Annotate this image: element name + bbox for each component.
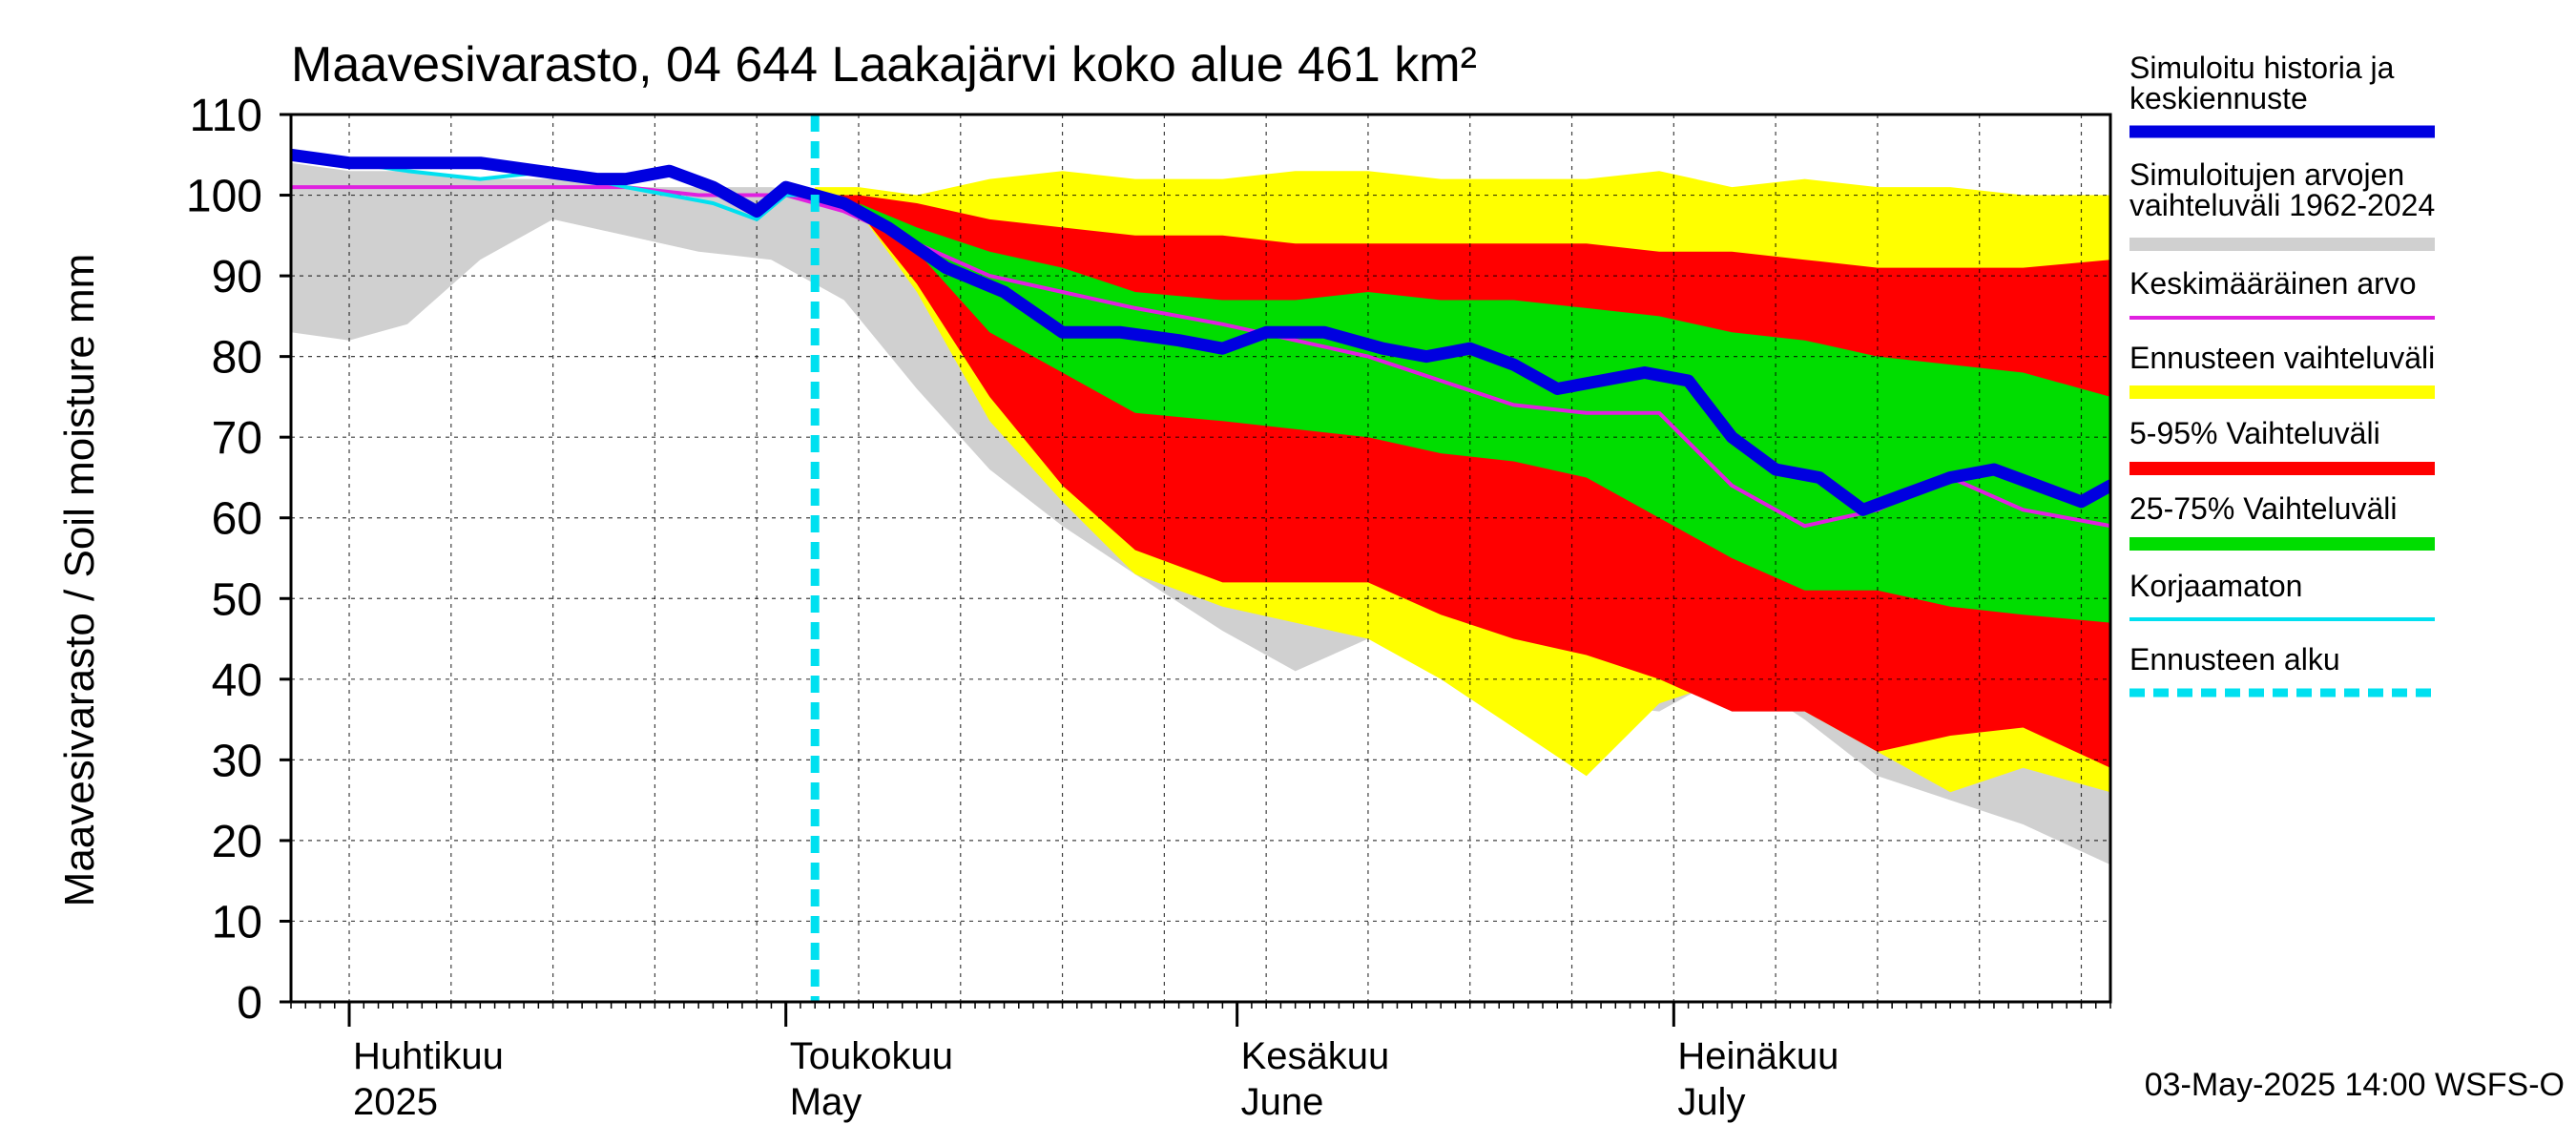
y-tick-label: 110 <box>189 91 262 141</box>
y-tick-label: 70 <box>212 413 262 464</box>
y-axis-label: Maavesivarasto / Soil moisture mm <box>56 254 103 907</box>
y-tick-label: 80 <box>212 333 262 384</box>
legend-label-line: Ennusteen vaihteluväli <box>2129 341 2435 375</box>
y-axis-ticks: 0 10 20 30 40 50 60 70 80 90 100 110 <box>186 91 291 1029</box>
legend-label-line: keskiennuste <box>2129 81 2308 115</box>
y-tick-label: 30 <box>212 736 262 786</box>
history-forecast-line <box>291 148 2110 516</box>
y-tick-label: 100 <box>186 172 262 222</box>
x-month-sublabel: June <box>1241 1081 1324 1123</box>
legend-label-line: Simuloitu historia ja <box>2129 51 2395 85</box>
plot-area <box>289 113 2112 1004</box>
y-tick-label: 90 <box>212 252 262 302</box>
legend-label-line: Keskimääräinen arvo <box>2129 266 2417 301</box>
chart-title: Maavesivarasto, 04 644 Laakajärvi koko a… <box>291 37 1477 93</box>
legend-label: Keskimääräinen arvo <box>2129 266 2417 301</box>
legend-label: Simuloitujen arvojen vaihteluväli 1962-20… <box>2129 157 2435 222</box>
x-month-label: Huhtikuu <box>353 1035 504 1077</box>
y-tick-label: 0 <box>237 978 262 1029</box>
legend-label-line: Korjaamaton <box>2129 569 2302 603</box>
y-tick-label: 50 <box>212 574 262 625</box>
plot-frame <box>289 113 2112 1004</box>
plot-content <box>291 114 2110 1002</box>
y-tick-label: 20 <box>212 817 262 867</box>
mean-line <box>291 185 2110 529</box>
y-tick-label: 40 <box>212 656 262 706</box>
legend-label-line: 25-75% Vaihteluväli <box>2129 491 2397 526</box>
x-month-sublabel: July <box>1677 1081 1745 1123</box>
legend-label: Ennusteen alku <box>2129 642 2340 677</box>
x-month-sublabel: 2025 <box>353 1081 438 1123</box>
x-month-label: Heinäkuu <box>1677 1035 1839 1077</box>
legend-label: 25-75% Vaihteluväli <box>2129 491 2397 526</box>
legend-label-line: Simuloitujen arvojen <box>2129 157 2404 192</box>
y-tick-label: 10 <box>212 897 262 947</box>
grid <box>291 114 2110 1002</box>
x-month-label: Kesäkuu <box>1241 1035 1390 1077</box>
legend-label: 5-95% Vaihteluväli <box>2129 416 2380 450</box>
legend-label-line: 5-95% Vaihteluväli <box>2129 416 2380 450</box>
footer-timestamp: 03-May-2025 14:00 WSFS-O <box>2145 1067 2565 1103</box>
legend-label-line: vaihteluväli 1962-2024 <box>2129 188 2435 222</box>
legend-label: Simuloitu historia ja keskiennuste <box>2129 51 2395 115</box>
legend-label: Ennusteen vaihteluväli <box>2129 341 2435 375</box>
x-month-sublabel: May <box>790 1081 862 1123</box>
y-tick-label: 60 <box>212 494 262 545</box>
legend-label-line: Ennusteen alku <box>2129 642 2340 677</box>
legend: Simuloitu historia ja keskiennusteSimuloi… <box>2129 51 2435 697</box>
legend-label: Korjaamaton <box>2129 569 2302 603</box>
x-month-label: Toukokuu <box>790 1035 953 1077</box>
